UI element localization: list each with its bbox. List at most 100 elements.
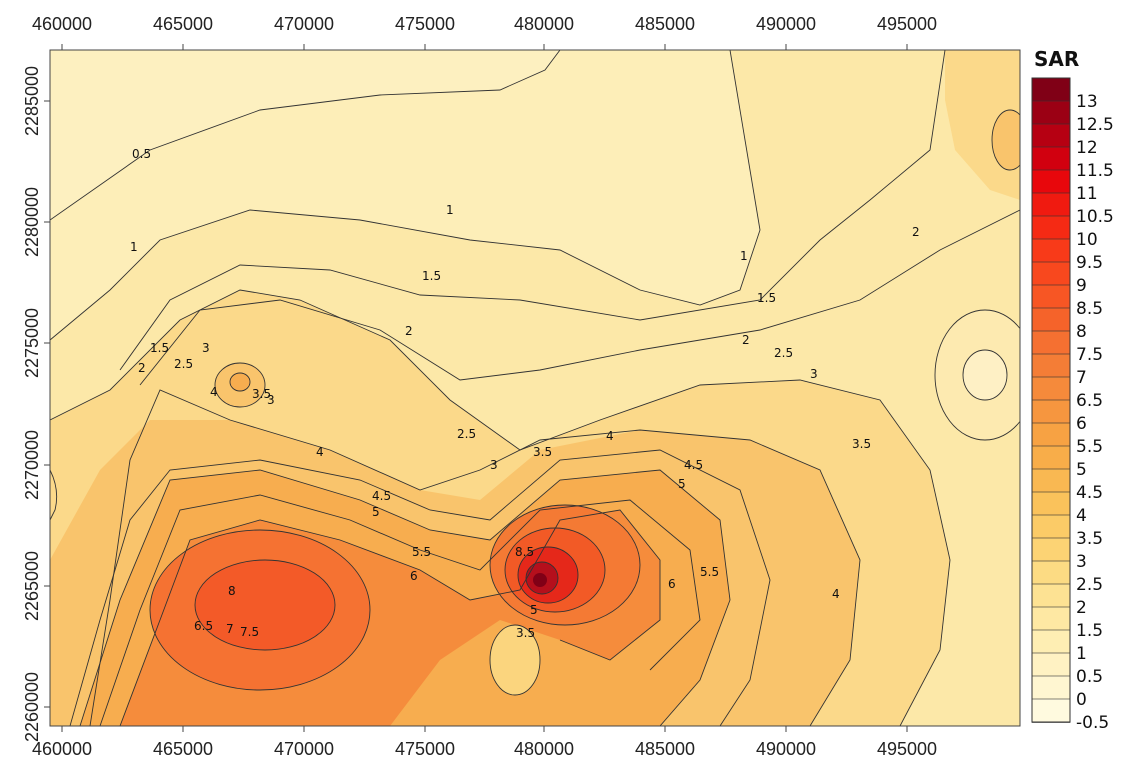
legend-label: 2.5	[1076, 575, 1103, 595]
contour-labels: 0.5 1 1 1 1.5 1.5 1.5 2 2 2 2 2.5 2.5 2.…	[130, 147, 920, 640]
legend-swatch	[1031, 698, 1071, 723]
legend-frame	[1031, 77, 1071, 723]
legend-swatch	[1031, 468, 1071, 493]
x-axis-top	[61, 44, 908, 50]
contour-lines	[50, 50, 1020, 726]
y-tick-label: 2260000	[22, 672, 42, 742]
contour-label: 5	[530, 603, 538, 617]
contour-label: 2.5	[774, 346, 793, 360]
legend-swatch	[1031, 146, 1071, 171]
x-tick-label: 470000	[274, 14, 334, 34]
legend-swatch	[1031, 215, 1071, 240]
legend-swatch	[1031, 123, 1071, 148]
x-tick-label: 490000	[756, 739, 816, 759]
contour-label: 5.5	[700, 565, 719, 579]
legend-swatch	[1031, 307, 1071, 332]
legend-swatch	[1031, 353, 1071, 378]
legend-swatch	[1031, 491, 1071, 516]
legend-label: 5	[1076, 460, 1087, 480]
legend-swatch	[1031, 583, 1071, 608]
y-tick-label: 2265000	[22, 551, 42, 621]
legend-label: 0	[1076, 690, 1087, 710]
legend-label: 6.5	[1076, 391, 1103, 411]
map-frame	[49, 49, 1021, 727]
x-tick-label: 485000	[635, 14, 695, 34]
contour-label: 1	[446, 203, 454, 217]
contour-label: 7.5	[240, 625, 259, 639]
legend-swatch	[1031, 629, 1071, 654]
east-low-circle-core	[963, 350, 1007, 400]
contour-label: 5.5	[412, 545, 431, 559]
legend-swatch	[1031, 445, 1071, 470]
legend-title: SAR	[1034, 47, 1079, 71]
contour-zone-1-northeast	[50, 50, 760, 340]
contour-label: 6	[668, 577, 676, 591]
legend-swatch	[1031, 675, 1071, 700]
legend-label: 13	[1076, 92, 1098, 112]
legend-swatch	[1031, 192, 1071, 217]
x-axis-bottom-labels: 460000 465000 470000 475000 480000 48500…	[32, 739, 937, 759]
legend-label: 3.5	[1076, 529, 1103, 549]
contour-label: 1.5	[422, 269, 441, 283]
contour-label: 3	[810, 367, 818, 381]
x-axis-bottom	[61, 726, 908, 732]
legend-label: 9.5	[1076, 253, 1103, 273]
northeast-high-core	[992, 110, 1020, 170]
contour-label: 8.5	[515, 545, 534, 559]
legend-swatch	[1031, 238, 1071, 263]
legend-label: 9	[1076, 276, 1087, 296]
legend-label: 4.5	[1076, 483, 1103, 503]
legend-swatch	[1031, 77, 1071, 102]
contour-label: 3.5	[252, 387, 271, 401]
legend-swatch	[1031, 261, 1071, 286]
contour-label: 8	[228, 584, 236, 598]
northwest-bump-core	[230, 373, 250, 391]
legend-label: 8.5	[1076, 299, 1103, 319]
contour-label: 3.5	[852, 437, 871, 451]
x-tick-label: 495000	[877, 739, 937, 759]
x-tick-label: 465000	[153, 739, 213, 759]
legend-label: 3	[1076, 552, 1087, 572]
legend-swatch	[1031, 169, 1071, 194]
y-tick-label: 2275000	[22, 308, 42, 378]
map-plot-area: 0.5 1 1 1 1.5 1.5 1.5 2 2 2 2 2.5 2.5 2.…	[50, 50, 1020, 726]
contour-label: 4	[832, 587, 840, 601]
contour-label: 2.5	[457, 427, 476, 441]
legend-color-bar	[1031, 77, 1071, 723]
x-tick-label: 460000	[32, 14, 92, 34]
y-axis-left-labels: 2285000 2280000 2275000 2270000 2265000 …	[22, 66, 42, 742]
legend: SAR 1312.51211.51110.5109.598.587.576.56…	[1031, 47, 1114, 733]
contour-label: 4.5	[684, 458, 703, 472]
y-tick-label: 2270000	[22, 430, 42, 500]
contour-label: 4	[316, 445, 324, 459]
contour-label: 5	[372, 505, 380, 519]
contour-label: 2.5	[174, 357, 193, 371]
contour-label: 1	[130, 240, 138, 254]
legend-swatch	[1031, 606, 1071, 631]
legend-swatch	[1031, 537, 1071, 562]
legend-swatch	[1031, 652, 1071, 677]
legend-label: 11	[1076, 184, 1098, 204]
contour-label: 6.5	[194, 619, 213, 633]
contour-label: 2	[138, 361, 146, 375]
contour-label: 4	[210, 385, 218, 399]
contour-label: 4.5	[372, 489, 391, 503]
legend-label: 4	[1076, 506, 1087, 526]
contour-label: 3.5	[516, 626, 535, 640]
legend-label: 7.5	[1076, 345, 1103, 365]
hotspot-southwest-inner	[195, 560, 335, 650]
y-tick-label: 2280000	[22, 187, 42, 257]
contour-label: 6	[410, 569, 418, 583]
low-island-south	[490, 625, 540, 695]
hotspot-central-core	[533, 573, 547, 587]
y-tick-label: 2285000	[22, 66, 42, 136]
x-tick-label: 465000	[153, 14, 213, 34]
contour-label: 7	[226, 622, 234, 636]
legend-swatch	[1031, 560, 1071, 585]
legend-swatch	[1031, 399, 1071, 424]
legend-label: 10	[1076, 230, 1098, 250]
contour-label: 2	[912, 225, 920, 239]
contour-label: 1.5	[150, 341, 169, 355]
legend-label: 11.5	[1076, 161, 1114, 181]
